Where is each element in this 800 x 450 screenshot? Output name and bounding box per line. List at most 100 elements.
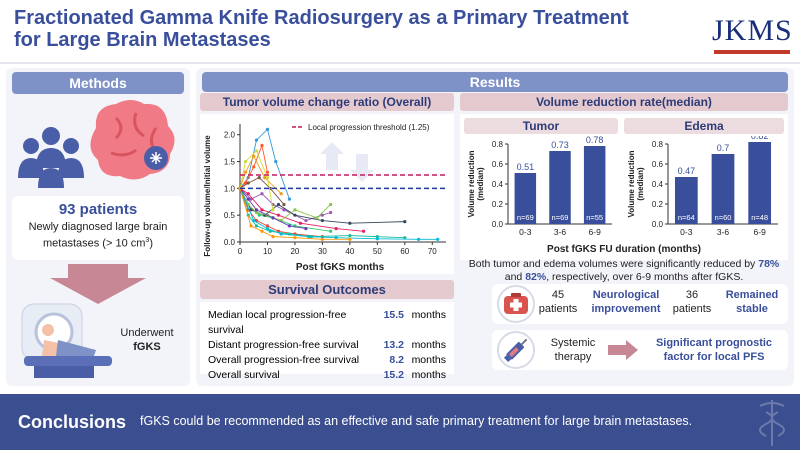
header-divider xyxy=(0,62,800,64)
trend-arrows-watermark xyxy=(320,142,374,182)
data-point xyxy=(307,235,311,239)
y-tick-label: 0.5 xyxy=(224,211,236,220)
data-point xyxy=(260,143,264,148)
bar-n-label: n=64 xyxy=(678,213,695,222)
bar-ylabel: Volume reduction(median) xyxy=(627,150,645,217)
data-point xyxy=(265,226,270,231)
tumor-volume-heading: Tumor volume change ratio (Overall) xyxy=(200,93,454,111)
data-point xyxy=(274,159,278,164)
survival-value: 15.2 xyxy=(383,369,404,381)
y-tick-label: 2.0 xyxy=(224,131,236,140)
survival-label: Overall progression-free survival xyxy=(208,354,360,366)
data-point xyxy=(403,220,407,224)
systemic-therapy-box xyxy=(492,330,788,370)
down-arrow-icon xyxy=(50,264,146,304)
series-line xyxy=(239,188,323,238)
x-tick-label: 10 xyxy=(263,247,272,256)
x-tick-label: 50 xyxy=(373,247,382,256)
data-point xyxy=(254,208,259,212)
data-point xyxy=(254,224,259,228)
bar-n-label: n=55 xyxy=(586,213,603,222)
y-tick-label: 0.4 xyxy=(652,180,664,189)
data-point xyxy=(252,154,256,158)
data-point xyxy=(246,192,250,196)
survival-table: Median local progression-free survival 1… xyxy=(200,302,454,381)
systemic-result: Significant prognostic factor for local … xyxy=(655,337,773,363)
methods-heading: Methods xyxy=(12,72,184,94)
survival-row: Distant progression-free survival 13.2 m… xyxy=(208,338,446,353)
x-tick-label: 40 xyxy=(345,247,354,256)
survival-unit: months xyxy=(411,369,446,381)
reduction-pct1: 78% xyxy=(758,258,780,270)
brain-icon xyxy=(90,100,175,180)
treatment-label: Underwent fGKS xyxy=(112,326,182,354)
data-point xyxy=(265,176,270,180)
data-point xyxy=(348,237,352,241)
description-prefix: Newly diagnosed large brain metastases (… xyxy=(28,221,168,250)
data-point xyxy=(271,235,275,239)
survival-label: Distant progression-free survival xyxy=(208,339,359,351)
treatment-name: fGKS xyxy=(133,341,161,353)
data-point xyxy=(315,216,319,220)
y-tick-label: 0.6 xyxy=(492,160,504,169)
tumor-bar-heading: Tumor xyxy=(464,118,618,134)
data-point xyxy=(320,213,324,217)
survival-row: Overall survival 15.2 months xyxy=(208,368,446,383)
data-point xyxy=(320,237,324,241)
bar-value-label: 0.51 xyxy=(517,162,535,172)
category-label: 3-6 xyxy=(554,227,567,237)
line-chart-ylabel: Follow-up volume/Initial volume xyxy=(203,135,212,257)
category-label: 0-3 xyxy=(680,227,693,237)
improved-count: 45 xyxy=(551,289,565,301)
bar xyxy=(514,173,537,224)
y-tick-label: 0.2 xyxy=(652,200,664,209)
data-point xyxy=(287,224,292,228)
description-sup: 3 xyxy=(145,237,150,244)
data-point xyxy=(282,202,286,207)
data-point xyxy=(348,221,352,225)
bar-n-label: n=69 xyxy=(517,213,534,222)
x-tick-label: 0 xyxy=(238,247,243,256)
y-tick-label: 0.2 xyxy=(492,200,504,209)
patient-count: 93 patients xyxy=(58,201,138,218)
data-point xyxy=(246,181,250,185)
data-point xyxy=(254,149,259,153)
neuro-improved-count: 45 patients xyxy=(538,288,578,316)
bar-value-label: 0.78 xyxy=(586,136,604,145)
conclusions-text: fGKS could be recommended as an effectiv… xyxy=(140,414,693,428)
category-label: 6-9 xyxy=(754,227,767,237)
x-tick-label: 60 xyxy=(400,247,409,256)
reduction-line1: Both tumor and edema volumes were signif… xyxy=(468,258,756,270)
category-label: 0-3 xyxy=(519,227,532,237)
data-point xyxy=(265,127,270,131)
data-point xyxy=(257,176,261,180)
data-point xyxy=(276,213,281,217)
data-point xyxy=(265,224,270,228)
chart-legend: Local progression threshold (1.25) xyxy=(292,123,430,132)
bar-value-label: 0.7 xyxy=(717,143,730,153)
bar-ylabel: Volume reduction(median) xyxy=(467,150,485,217)
data-point xyxy=(260,229,264,233)
systemic-label: Systemic therapy xyxy=(550,337,596,363)
x-tick-label: 30 xyxy=(318,247,327,256)
survival-value: 13.2 xyxy=(383,339,404,351)
bar xyxy=(711,154,735,224)
page-title: Fractionated Gamma Knife Radiosurgery as… xyxy=(14,7,629,51)
survival-heading: Survival Outcomes xyxy=(200,280,454,299)
series-line xyxy=(239,188,331,222)
survival-label: Overall survival xyxy=(208,369,280,381)
patients-box: 93 patients Newly diagnosed large brain … xyxy=(12,196,184,260)
data-point xyxy=(252,165,256,169)
data-point xyxy=(249,208,253,212)
reduction-pct2: 82% xyxy=(525,271,547,283)
reduction-line2: , respectively, over 6-9 months after fG… xyxy=(546,271,744,283)
x-tick-label: 20 xyxy=(290,247,299,256)
description-suffix: ) xyxy=(149,237,153,250)
bar-n-label: n=69 xyxy=(552,213,569,222)
survival-value: 15.5 xyxy=(383,309,404,321)
category-label: 3-6 xyxy=(717,227,730,237)
stable-patients: patients xyxy=(672,303,712,315)
y-tick-label: 1.5 xyxy=(224,158,236,167)
jkms-logo: JKMS xyxy=(712,14,793,47)
category-label: 6-9 xyxy=(589,227,602,237)
